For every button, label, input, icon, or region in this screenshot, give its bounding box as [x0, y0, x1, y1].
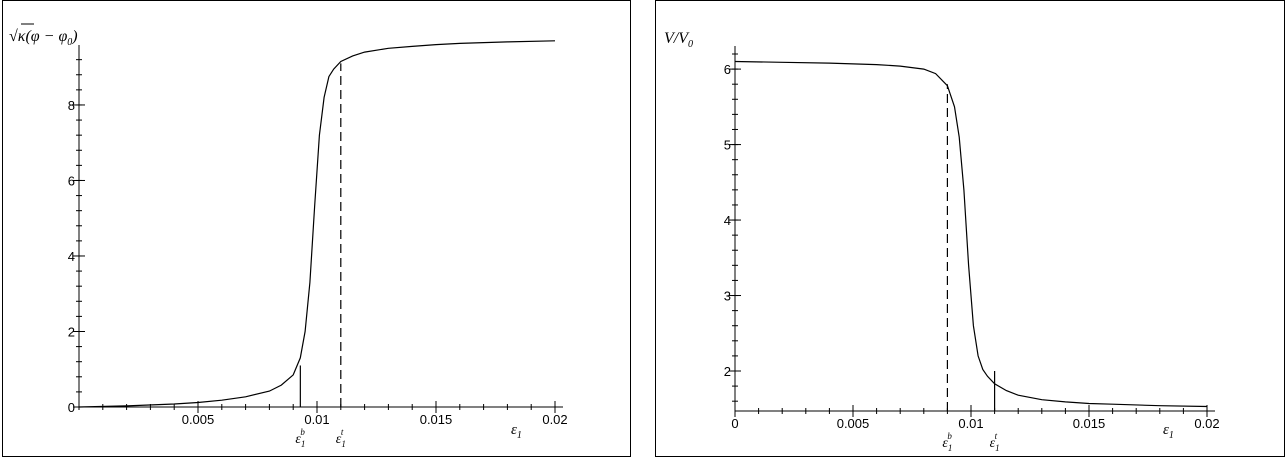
left-marker-label-ε1b: ε1b	[295, 427, 305, 449]
right-x-tick-label: 0.005	[837, 416, 870, 431]
right-series-line	[734, 60, 1208, 408]
left-x-tick-label: 0.02	[542, 412, 567, 427]
right-x-tick-label: 0.02	[1194, 416, 1219, 431]
left-y-axis-label: √κ(φ − φ0)	[9, 28, 78, 48]
right-y-tick-label: 3	[724, 289, 731, 304]
left-y-tick-label: 4	[68, 249, 75, 264]
chart-panel-left: 0 2 4 6 8 0.005 0.01 0.015 0.02 ε1b ε1t √κ(φ − φ0) ε…	[2, 0, 631, 457]
chart-panel-right: 2 3 4 5 6 0 0.005 0.01 0.015 0.02 ε1b ε1t V/V0 ε1	[655, 0, 1285, 457]
right-x-axis-label: ε1	[1163, 422, 1174, 441]
left-x-axis-label: ε1	[511, 422, 522, 441]
left-x-tick-label: 0.015	[420, 412, 453, 427]
chart-left-svg: 0 2 4 6 8 0.005 0.01 0.015 0.02 ε1b ε1t √κ(φ − φ0) ε…	[9, 23, 568, 449]
chart-right-svg: 2 3 4 5 6 0 0.005 0.01 0.015 0.02 ε1b ε1t V/V0 ε1	[664, 30, 1220, 453]
right-y-tick-label: 2	[724, 364, 731, 379]
right-x-tick-label: 0	[731, 416, 738, 431]
right-y-tick-label: 5	[724, 138, 731, 153]
left-y-tick-label: 6	[68, 173, 75, 188]
left-series-line	[78, 40, 556, 408]
right-x-tick-label: 0.015	[1073, 416, 1106, 431]
left-x-tick-label: 0.01	[304, 412, 329, 427]
right-y-tick-label: 4	[724, 213, 731, 228]
right-marker-label-ε1b: ε1b	[942, 431, 952, 453]
left-x-tick-label: 0.005	[182, 412, 215, 427]
right-y-tick-label: 6	[724, 62, 731, 77]
left-y-tick-label: 0	[68, 400, 75, 415]
right-marker-label-ε1t: ε1t	[990, 431, 1000, 453]
left-y-tick-label: 2	[68, 324, 75, 339]
left-marker-label-ε1t: ε1t	[336, 427, 346, 449]
right-x-tick-label: 0.01	[958, 416, 983, 431]
left-y-tick-label: 8	[68, 98, 75, 113]
right-y-axis-label: V/V0	[664, 30, 693, 50]
